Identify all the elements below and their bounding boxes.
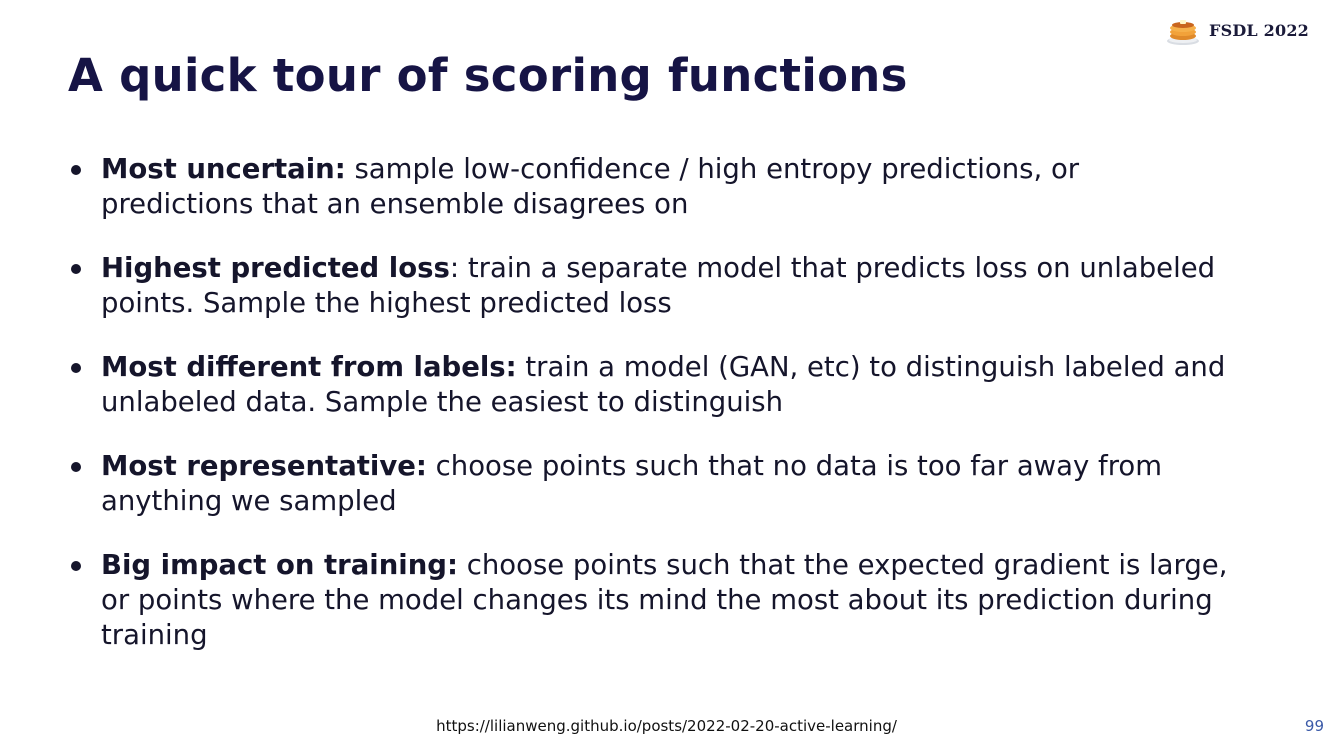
reference-link[interactable]: https://lilianweng.github.io/posts/2022-… bbox=[436, 717, 897, 735]
page-number: 99 bbox=[1304, 717, 1324, 735]
slide-title: A quick tour of scoring functions bbox=[68, 49, 908, 102]
bullet-item: Most different from labels: train a mode… bbox=[68, 350, 1228, 420]
bullet-text: sample low-confidence / high entropy pre… bbox=[101, 153, 1080, 220]
bullet-dot-icon bbox=[71, 462, 81, 472]
bullet-dot-icon bbox=[71, 561, 81, 571]
bullet-term: Highest predicted loss bbox=[101, 252, 450, 284]
brand-label: FSDL 2022 bbox=[1209, 20, 1309, 40]
bullet-item: Highest predicted loss: train a separate… bbox=[68, 251, 1228, 321]
brand-badge: FSDL 2022 bbox=[1165, 14, 1309, 46]
bullet-term: Most representative: bbox=[101, 450, 427, 482]
bullet-list: Most uncertain: sample low-confidence / … bbox=[68, 152, 1228, 682]
bullet-dot-icon bbox=[71, 165, 81, 175]
bullet-item: Most uncertain: sample low-confidence / … bbox=[68, 152, 1228, 222]
bullet-dot-icon bbox=[71, 264, 81, 274]
bullet-text: train a model (GAN, etc) to distinguish … bbox=[101, 351, 1226, 418]
bullet-term: Most different from labels: bbox=[101, 351, 517, 383]
bullet-text: : train a separate model that predicts l… bbox=[101, 252, 1216, 319]
pancakes-icon bbox=[1167, 20, 1200, 45]
bullet-dot-icon bbox=[71, 363, 81, 373]
bullet-item: Most representative: choose points such … bbox=[68, 449, 1228, 519]
bullet-text: choose points such that the expected gra… bbox=[101, 549, 1228, 651]
bullet-term: Big impact on training: bbox=[101, 549, 458, 581]
bullet-term: Most uncertain: bbox=[101, 153, 346, 185]
bullet-item: Big impact on training: choose points su… bbox=[68, 548, 1228, 653]
bullet-text: choose points such that no data is too f… bbox=[101, 450, 1163, 517]
